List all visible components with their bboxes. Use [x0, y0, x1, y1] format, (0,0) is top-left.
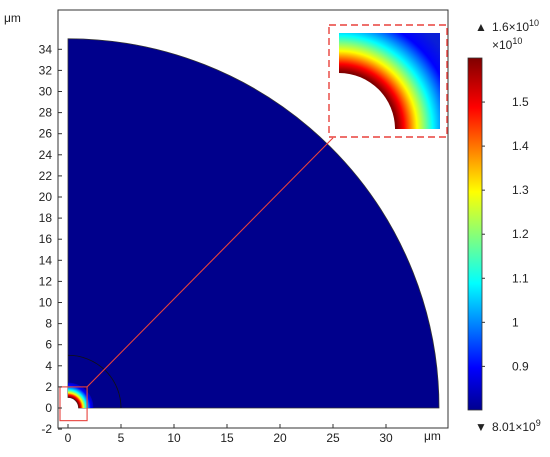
- y-tick-label: 0: [45, 401, 52, 415]
- y-tick-label: -2: [41, 422, 52, 436]
- colorbar-multiplier: ×1010: [492, 36, 522, 52]
- x-axis-ticks: 0 5 10 15 20 25 30: [65, 424, 393, 445]
- colorbar-tick-label: 1.4: [512, 139, 529, 153]
- y-tick-label: 16: [39, 232, 53, 246]
- x-tick-label: 10: [167, 431, 181, 445]
- y-tick-label: 24: [39, 148, 53, 162]
- y-tick-label: 28: [39, 106, 53, 120]
- y-tick-label: 14: [39, 253, 53, 267]
- colorbar-tick-label: 0.9: [512, 359, 529, 373]
- x-tick-label: 20: [273, 431, 287, 445]
- y-tick-label: 6: [45, 338, 52, 352]
- y-tick-label: 4: [45, 359, 52, 373]
- y-tick-label: 34: [39, 42, 53, 56]
- plot-frame: [57, 9, 449, 429]
- colorbar-min-label: 8.01×109: [492, 418, 541, 434]
- colorbar-max-marker: ▲: [475, 20, 487, 34]
- y-tick-label: 18: [39, 211, 53, 225]
- y-tick-label: 12: [39, 274, 53, 288]
- colorbar-min-marker: ▼: [475, 420, 487, 434]
- x-tick-label: 25: [326, 431, 340, 445]
- colorbar-gradient: [467, 57, 483, 411]
- x-tick-label: 30: [379, 431, 393, 445]
- y-tick-label: 10: [39, 296, 53, 310]
- colorbar-tick-label: 1.3: [512, 183, 529, 197]
- x-tick-label: 0: [65, 431, 72, 445]
- y-tick-label: 8: [45, 317, 52, 331]
- x-axis-unit: μm: [424, 429, 441, 443]
- inset-zoom-view: [328, 24, 448, 138]
- y-tick-label: 2: [45, 380, 52, 394]
- colorbar-max-label: 1.6×1010: [492, 18, 539, 34]
- colorbar: ▲ 1.6×1010 ×1010 0.9 1 1.1 1.2 1.3 1.4 1.5 ▼ 8…: [467, 18, 541, 434]
- y-tick-label: 20: [39, 190, 53, 204]
- colorbar-tick-label: 1: [512, 315, 519, 329]
- x-tick-label: 15: [220, 431, 234, 445]
- colorbar-tick-label: 1.1: [512, 271, 529, 285]
- y-tick-label: 32: [39, 63, 53, 77]
- colorbar-ticks: 0.9 1 1.1 1.2 1.3 1.4 1.5: [482, 95, 529, 373]
- y-tick-label: 26: [39, 127, 53, 141]
- colorbar-tick-label: 1.2: [512, 227, 529, 241]
- colorbar-tick-label: 1.5: [512, 95, 529, 109]
- zoom-box: [59, 386, 88, 422]
- y-tick-label: 30: [39, 85, 53, 99]
- inset-hole: [339, 73, 395, 129]
- y-axis-unit: μm: [4, 11, 21, 25]
- mesh-arc: [67, 354, 122, 409]
- zoom-connector-line: [86, 137, 334, 388]
- y-tick-label: 22: [39, 169, 53, 183]
- x-tick-label: 5: [118, 431, 125, 445]
